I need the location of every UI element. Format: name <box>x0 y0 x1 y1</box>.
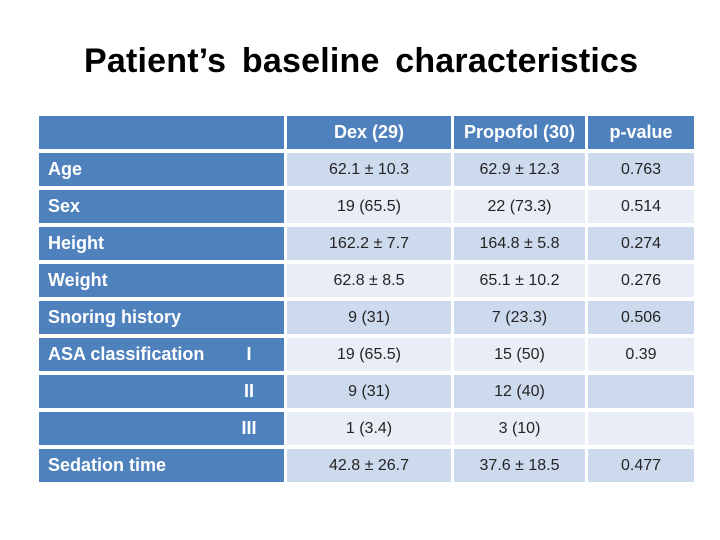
row-label: II <box>39 375 284 408</box>
data-cell: 22 (73.3) <box>454 190 585 223</box>
data-cell: 7 (23.3) <box>454 301 585 334</box>
data-cell: 19 (65.5) <box>287 338 451 371</box>
data-cell: 164.8 ± 5.8 <box>454 227 585 260</box>
row-label: Sedation time <box>39 449 284 482</box>
data-cell: 0.276 <box>588 264 694 297</box>
row-label: Height <box>39 227 284 260</box>
row-sublabel: II <box>243 381 254 401</box>
row-label-text: Age <box>48 159 83 179</box>
table-row-height: Height 162.2 ± 7.7 164.8 ± 5.8 0.274 <box>39 227 694 260</box>
data-cell: 62.1 ± 10.3 <box>287 153 451 186</box>
data-cell: 37.6 ± 18.5 <box>454 449 585 482</box>
row-sublabel: III <box>241 418 257 438</box>
data-cell: 65.1 ± 10.2 <box>454 264 585 297</box>
data-cell <box>588 412 694 445</box>
row-label-text: ASA classification <box>48 344 205 364</box>
row-label-text: Sex <box>48 196 81 216</box>
table-row-age: Age 62.1 ± 10.3 62.9 ± 12.3 0.763 <box>39 153 694 186</box>
row-label-text: Snoring history <box>48 307 182 327</box>
row-label: III <box>39 412 284 445</box>
table-row-asa-2: II 9 (31) 12 (40) <box>39 375 694 408</box>
data-cell <box>588 375 694 408</box>
data-cell: 0.274 <box>588 227 694 260</box>
data-cell: 62.9 ± 12.3 <box>454 153 585 186</box>
table-row-sedation-time: Sedation time 42.8 ± 26.7 37.6 ± 18.5 0.… <box>39 449 694 482</box>
data-cell: 1 (3.4) <box>287 412 451 445</box>
data-cell: 0.477 <box>588 449 694 482</box>
row-label: Weight <box>39 264 284 297</box>
baseline-characteristics-table: Dex (29) Propofol (30) p-value Age 62.1 … <box>36 112 697 486</box>
row-label: ASA classification I <box>39 338 284 371</box>
row-label-text: Height <box>48 233 104 253</box>
row-label: Snoring history <box>39 301 284 334</box>
data-cell: 15 (50) <box>454 338 585 371</box>
data-cell: 3 (10) <box>454 412 585 445</box>
data-cell: 9 (31) <box>287 301 451 334</box>
data-cell: 19 (65.5) <box>287 190 451 223</box>
data-cell: 12 (40) <box>454 375 585 408</box>
data-cell: 42.8 ± 26.7 <box>287 449 451 482</box>
data-cell: 9 (31) <box>287 375 451 408</box>
table-row-weight: Weight 62.8 ± 8.5 65.1 ± 10.2 0.276 <box>39 264 694 297</box>
row-label: Age <box>39 153 284 186</box>
table-header-row: Dex (29) Propofol (30) p-value <box>39 116 694 149</box>
table-row-snoring-history: Snoring history 9 (31) 7 (23.3) 0.506 <box>39 301 694 334</box>
table-row-asa-3: III 1 (3.4) 3 (10) <box>39 412 694 445</box>
data-cell: 0.506 <box>588 301 694 334</box>
row-sublabel: I <box>246 344 252 364</box>
row-label: Sex <box>39 190 284 223</box>
col-header-empty <box>39 116 284 149</box>
data-cell: 62.8 ± 8.5 <box>287 264 451 297</box>
col-header-propofol: Propofol (30) <box>454 116 585 149</box>
data-cell: 0.39 <box>588 338 694 371</box>
table-row-sex: Sex 19 (65.5) 22 (73.3) 0.514 <box>39 190 694 223</box>
col-header-dex: Dex (29) <box>287 116 451 149</box>
row-label-text: Sedation time <box>48 455 167 475</box>
col-header-pvalue: p-value <box>588 116 694 149</box>
page-title: Patient’s baseline characteristics <box>84 42 639 80</box>
data-cell: 0.514 <box>588 190 694 223</box>
row-label-text: Weight <box>48 270 108 290</box>
data-cell: 162.2 ± 7.7 <box>287 227 451 260</box>
data-cell: 0.763 <box>588 153 694 186</box>
table-row-asa-1: ASA classification I 19 (65.5) 15 (50) 0.… <box>39 338 694 371</box>
